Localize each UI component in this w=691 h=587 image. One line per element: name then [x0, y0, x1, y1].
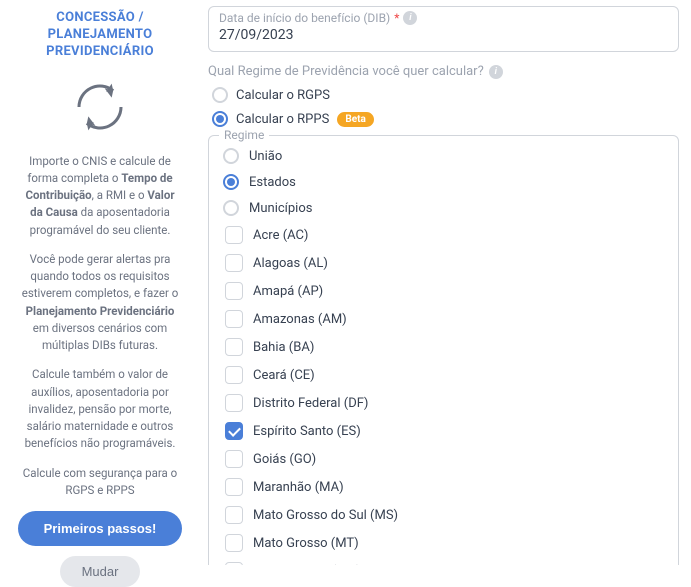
- scope-option-label: Municípios: [249, 201, 312, 216]
- state-option[interactable]: Distrito Federal (DF): [225, 394, 664, 412]
- scope-option[interactable]: União: [223, 148, 664, 164]
- state-option-label: Maranhão (MA): [253, 480, 344, 495]
- info-icon[interactable]: i: [489, 65, 503, 79]
- checkbox-icon[interactable]: [225, 254, 243, 272]
- checkbox-icon[interactable]: [225, 394, 243, 412]
- state-option-label: Distrito Federal (DF): [253, 396, 368, 411]
- state-option[interactable]: Bahia (BA): [225, 338, 664, 356]
- state-option[interactable]: Amapá (AP): [225, 282, 664, 300]
- scope-option[interactable]: Municípios: [223, 200, 664, 216]
- checkbox-icon[interactable]: [225, 422, 243, 440]
- change-button[interactable]: Mudar: [60, 556, 141, 587]
- regime-option-label: Calcular o RGPS: [236, 88, 330, 103]
- regime-option[interactable]: Calcular o RPPS Beta: [212, 111, 679, 127]
- scope-option-label: União: [249, 149, 282, 164]
- state-option[interactable]: Acre (AC): [225, 226, 664, 244]
- state-option-label: Bahia (BA): [253, 340, 314, 355]
- sidebar-title: CONCESSÃO / PLANEJAMENTO PREVIDENCIÁRIO: [18, 10, 182, 61]
- state-option-label: Goiás (GO): [253, 452, 316, 467]
- radio-icon[interactable]: [223, 148, 239, 164]
- state-option-label: Espírito Santo (ES): [253, 424, 361, 439]
- radio-icon[interactable]: [212, 111, 228, 127]
- state-option-label: Alagoas (AL): [253, 256, 328, 271]
- sidebar: CONCESSÃO / PLANEJAMENTO PREVIDENCIÁRIO …: [0, 0, 200, 565]
- state-option[interactable]: Espírito Santo (ES): [225, 422, 664, 440]
- radio-icon[interactable]: [223, 174, 239, 190]
- sidebar-paragraph-4: Calcule com segurança para o RGPS e RPPS: [18, 465, 182, 500]
- radio-icon[interactable]: [212, 87, 228, 103]
- dib-value: 27/09/2023: [219, 27, 668, 43]
- checkbox-icon[interactable]: [225, 226, 243, 244]
- checkbox-icon[interactable]: [225, 338, 243, 356]
- state-option[interactable]: Mato Grosso do Sul (MS): [225, 506, 664, 524]
- state-option-label: Mato Grosso do Sul (MS): [253, 508, 398, 523]
- state-option[interactable]: Alagoas (AL): [225, 254, 664, 272]
- checkbox-icon[interactable]: [225, 366, 243, 384]
- checkbox-icon[interactable]: [225, 450, 243, 468]
- checkbox-icon[interactable]: [225, 282, 243, 300]
- state-option[interactable]: Goiás (GO): [225, 450, 664, 468]
- main-form: Data de início do benefício (DIB)* i 27/…: [200, 0, 691, 565]
- state-option-label: Amapá (AP): [253, 284, 323, 299]
- regime-legend: Regime: [219, 128, 269, 142]
- sidebar-paragraph-3: Calcule também o valor de auxílios, apos…: [18, 366, 182, 452]
- regime-option-label: Calcular o RPPS: [236, 112, 329, 127]
- state-option[interactable]: Ceará (CE): [225, 366, 664, 384]
- regime-option[interactable]: Calcular o RGPS: [212, 87, 679, 103]
- state-option-label: Amazonas (AM): [253, 312, 347, 327]
- state-option-label: Ceará (CE): [253, 368, 315, 383]
- dib-field[interactable]: Data de início do benefício (DIB)* i 27/…: [208, 6, 679, 52]
- state-option-label: Acre (AC): [253, 228, 308, 243]
- sidebar-paragraph-1: Importe o CNIS e calcule de forma comple…: [18, 153, 182, 239]
- info-icon[interactable]: i: [403, 11, 417, 25]
- checkbox-icon[interactable]: [225, 534, 243, 552]
- first-steps-button[interactable]: Primeiros passos!: [18, 511, 182, 546]
- scope-option[interactable]: Estados: [223, 174, 664, 190]
- checkbox-icon[interactable]: [225, 310, 243, 328]
- checkbox-icon[interactable]: [225, 506, 243, 524]
- state-option-label: Mato Grosso (MT): [253, 536, 359, 551]
- beta-badge: Beta: [337, 112, 374, 127]
- cycle-icon: [72, 79, 128, 139]
- state-option[interactable]: Maranhão (MA): [225, 478, 664, 496]
- state-option[interactable]: Mato Grosso (MT): [225, 534, 664, 552]
- dib-label: Data de início do benefício (DIB)* i: [219, 11, 668, 25]
- scope-option-label: Estados: [249, 175, 296, 190]
- state-option[interactable]: Amazonas (AM): [225, 310, 664, 328]
- checkbox-icon[interactable]: [225, 478, 243, 496]
- regime-fieldset: Regime UniãoEstadosMunicípios Acre (AC)A…: [208, 135, 679, 565]
- radio-icon[interactable]: [223, 200, 239, 216]
- regime-question: Qual Regime de Previdência você quer cal…: [208, 64, 679, 79]
- sidebar-paragraph-2: Você pode gerar alertas pra quando todos…: [18, 251, 182, 355]
